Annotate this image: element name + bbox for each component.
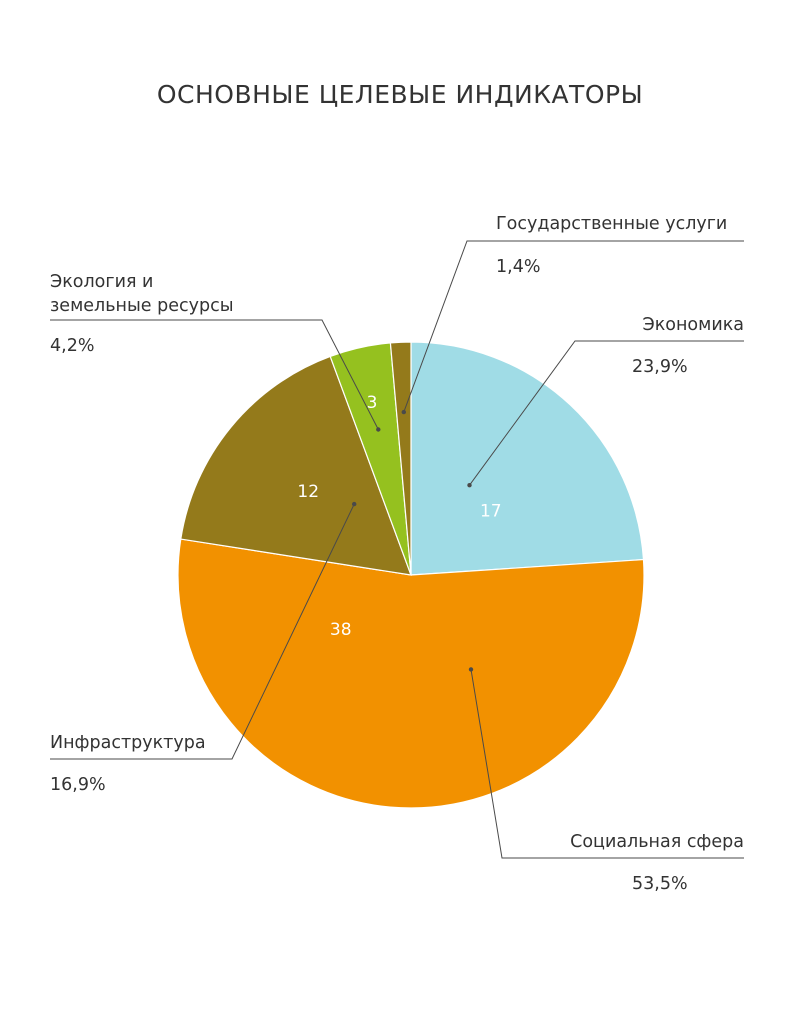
- pie-slices: [177, 341, 645, 809]
- pie-slice: [177, 538, 645, 809]
- leader-line: [470, 669, 744, 859]
- slice-value-labels: 17 38 12 3: [297, 393, 501, 640]
- leader-dot: [376, 427, 381, 432]
- slice-percent-label: 1,4%: [496, 257, 540, 277]
- slice-percent-label: 16,9%: [50, 775, 106, 795]
- leader-dot: [468, 667, 474, 672]
- leader-line: [403, 240, 744, 413]
- leader-dot: [401, 409, 406, 415]
- slice-name-label: Экология и: [50, 272, 153, 292]
- slice-value-label: 17: [480, 502, 502, 522]
- chart-title: ОСНОВНЫЕ ЦЕЛЕВЫЕ ИНДИКАТОРЫ: [157, 80, 643, 109]
- leader-line: [50, 319, 379, 430]
- leader-line: [469, 340, 744, 486]
- slice-percent-label: 53,5%: [632, 874, 688, 894]
- leader-line: [50, 503, 355, 760]
- slice-value-label: 38: [330, 620, 352, 640]
- leader-dot: [352, 501, 357, 507]
- slice-percent-label: 4,2%: [50, 336, 94, 356]
- slice-name-label: земельные ресурсы: [50, 296, 234, 316]
- leader-dot: [467, 483, 472, 488]
- slice-callouts: Экономика 23,9% Социальная сфера 53,5% Инфра…: [50, 214, 744, 894]
- slice-value-label: 12: [297, 482, 319, 502]
- slice-value-label: 3: [367, 393, 378, 413]
- slice-percent-label: 23,9%: [632, 357, 688, 377]
- slice-name-label: Инфраструктура: [50, 733, 206, 753]
- slice-name-label: Социальная сфера: [570, 832, 744, 852]
- pie-slice: [180, 355, 412, 576]
- pie-slice: [410, 341, 645, 576]
- pie-slice: [389, 341, 412, 576]
- slice-name-label: Государственные услуги: [496, 214, 727, 234]
- slice-name-label: Экономика: [642, 315, 744, 335]
